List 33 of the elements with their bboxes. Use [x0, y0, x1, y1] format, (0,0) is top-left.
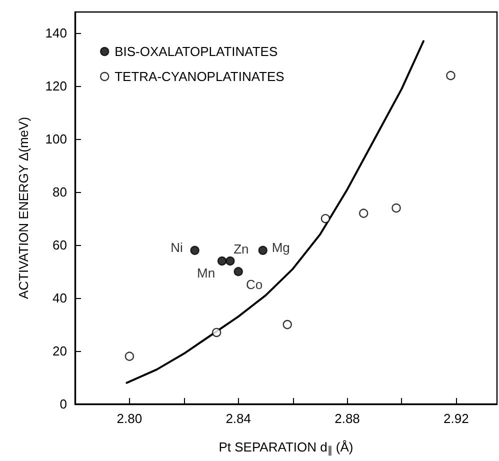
point [124, 352, 134, 361]
point [190, 246, 200, 255]
point [226, 256, 235, 266]
y-tick-label: 80 [52, 184, 67, 200]
y-tick-label: 140 [45, 26, 67, 41]
point [392, 203, 401, 213]
point [258, 246, 268, 255]
legend-label: TETRA-CYANOPLATINATES [114, 69, 285, 84]
annotation: Mg [272, 240, 290, 255]
point [446, 70, 456, 80]
point [282, 320, 292, 330]
annotation: Zn [234, 241, 249, 256]
y-tick-label: 120 [45, 78, 67, 94]
annotation: Mn [196, 265, 216, 280]
point [359, 208, 368, 218]
x-tick-label: 2.92 [444, 411, 469, 426]
annotation: Co [246, 277, 263, 292]
y-tick-label: 20 [52, 344, 67, 359]
point [217, 256, 227, 266]
y-tick-label: 40 [52, 290, 67, 306]
y-tick-label: 100 [45, 132, 67, 147]
x-axis-title: Pt SEPARATION d∥ (Å) [218, 440, 354, 456]
y-tick-label: 0 [60, 396, 67, 412]
annotation: Ni [170, 240, 184, 255]
y-tick-label: 60 [52, 238, 67, 253]
x-tick-label: 2.88 [334, 411, 360, 426]
point [320, 214, 330, 224]
point [212, 328, 222, 338]
x-tick-label: 2.80 [116, 411, 142, 426]
legend-label: BIS-OXALATOPLATINATES [114, 44, 278, 59]
point [234, 266, 243, 276]
x-tick-label: 2.84 [226, 411, 252, 426]
y-axis-title: ACTIVATION ENERGY Δ(meV) [16, 116, 31, 300]
